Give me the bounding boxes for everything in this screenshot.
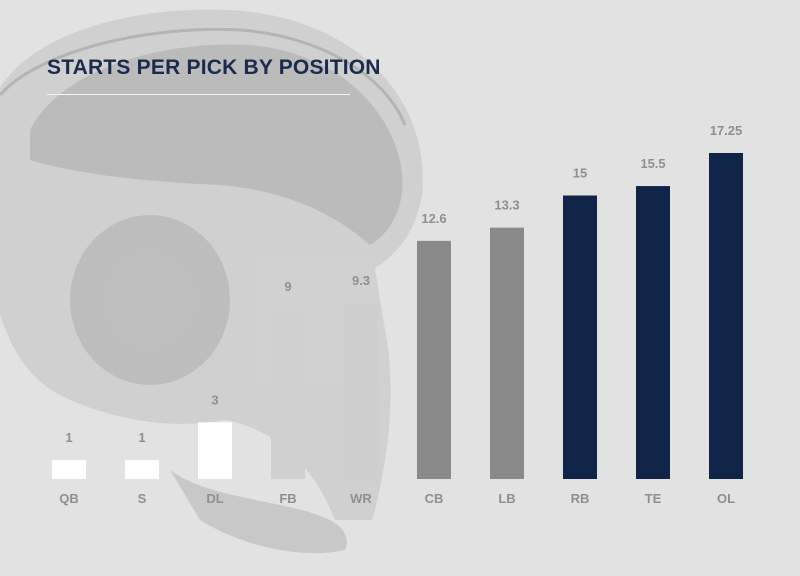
bar-qb: [52, 460, 86, 479]
value-label-te: 15.5: [640, 156, 665, 171]
bar-dl: [198, 422, 232, 479]
value-label-rb: 15: [573, 166, 587, 181]
category-label-fb: FB: [279, 491, 296, 506]
chart-title: STARTS PER PICK BY POSITION: [47, 56, 381, 79]
value-label-ol: 17.25: [710, 123, 743, 138]
value-label-qb: 1: [65, 430, 72, 445]
value-label-s: 1: [138, 430, 145, 445]
value-label-wr: 9.3: [352, 273, 370, 288]
value-label-lb: 13.3: [494, 198, 519, 213]
bar-cb: [417, 240, 451, 479]
category-label-te: TE: [645, 491, 662, 506]
category-label-wr: WR: [350, 491, 372, 506]
bar-lb: [490, 227, 524, 479]
category-label-rb: RB: [571, 491, 590, 506]
value-label-dl: 3: [211, 392, 218, 407]
bar-fb: [271, 308, 305, 479]
bar-te: [636, 186, 670, 480]
value-label-cb: 12.6: [421, 211, 446, 226]
category-label-s: S: [138, 491, 147, 506]
value-label-fb: 9: [284, 279, 291, 294]
bar-s: [125, 460, 159, 479]
category-label-ol: OL: [717, 491, 735, 506]
title-divider: [47, 94, 350, 95]
category-label-cb: CB: [425, 491, 444, 506]
category-label-lb: LB: [498, 491, 515, 506]
category-label-dl: DL: [206, 491, 223, 506]
bar-rb: [563, 195, 597, 480]
category-label-qb: QB: [59, 491, 79, 506]
bar-ol: [709, 153, 743, 479]
bar-wr: [344, 303, 378, 479]
